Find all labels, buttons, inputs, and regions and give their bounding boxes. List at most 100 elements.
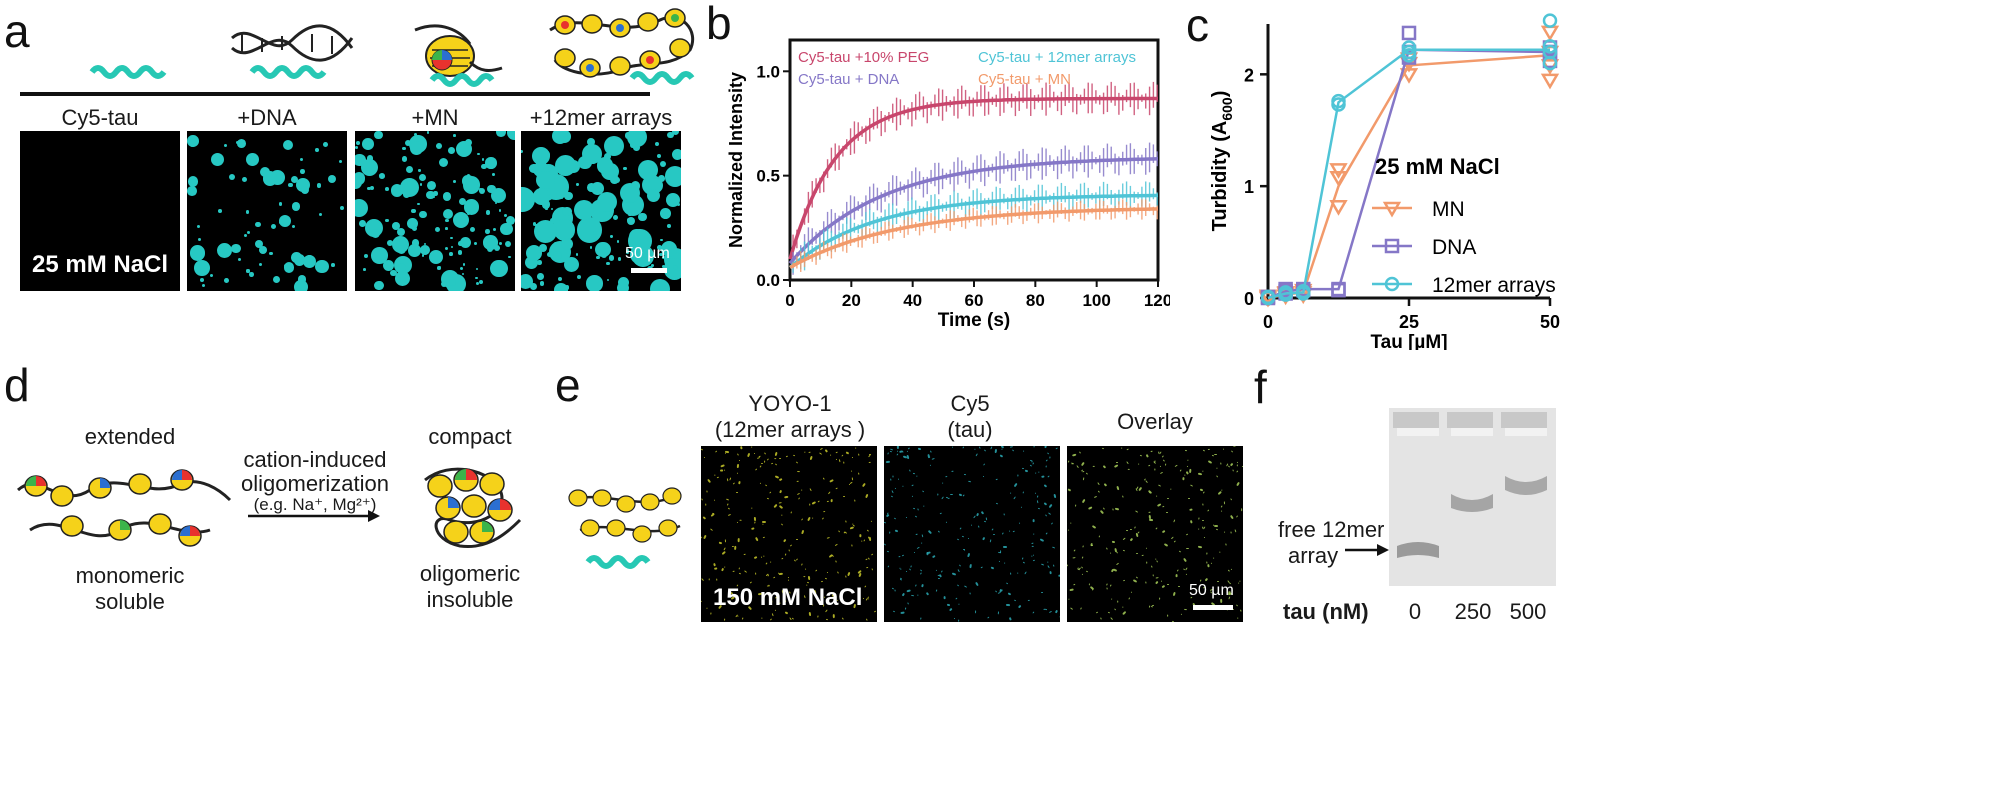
droplet [1232,446,1236,447]
droplet [672,131,680,135]
droplet [1148,512,1151,514]
y-tick-label: 0.0 [756,271,780,290]
droplet [1001,448,1003,450]
droplet [989,539,992,543]
droplet [667,131,674,139]
droplet [847,571,851,576]
compact-array-icon [424,467,522,548]
droplet [1009,446,1013,448]
droplet [443,208,454,220]
droplet [747,452,751,457]
droplet [809,487,812,491]
droplet [1032,518,1035,523]
droplet [1163,459,1166,462]
droplet [498,241,503,246]
droplet [1235,470,1239,473]
droplet [766,562,769,565]
droplet [419,183,423,186]
droplet [315,147,319,152]
droplet [935,569,938,572]
droplet [893,610,896,613]
droplet [963,585,967,588]
droplet [595,283,598,286]
extended-array-icon [16,469,232,547]
droplet [448,252,453,257]
droplet [817,615,819,618]
droplet [494,244,501,252]
droplet [1001,532,1004,535]
droplet [1211,454,1214,456]
droplet [837,571,840,574]
droplet [1082,477,1085,481]
droplet [865,494,869,499]
droplet [1150,450,1153,452]
x-tick-label: 120 [1144,291,1170,310]
droplet [767,497,770,499]
droplet [1229,462,1234,467]
droplet [404,139,411,146]
droplet [244,233,248,237]
legend-entry: Cy5-tau + MN [978,71,1071,88]
droplet [1085,472,1088,474]
droplet [954,597,958,600]
droplet [1110,552,1112,555]
droplet [713,499,715,501]
droplet [710,612,712,615]
x-tick-label: 20 [842,291,861,310]
droplet [845,451,850,455]
droplet [945,496,948,498]
droplet [1155,527,1158,530]
droplet [1202,449,1205,451]
droplet [775,474,780,479]
droplet [1068,488,1072,492]
droplet [762,524,764,526]
droplet [1079,607,1082,610]
droplet [1152,574,1154,577]
droplet [1146,561,1148,563]
droplet [1121,610,1126,616]
droplet [187,186,197,197]
droplet [1240,508,1243,512]
droplet [886,551,889,553]
droplet [858,453,860,456]
droplet [866,529,869,532]
scale-bar-e [1193,605,1233,610]
droplet [737,537,740,542]
droplet [774,503,778,508]
droplet [750,446,753,449]
droplet [920,543,923,545]
droplet [485,157,497,169]
droplet [1135,510,1139,514]
droplet [1031,611,1035,614]
droplet [511,221,515,224]
droplet [826,618,829,621]
droplet [258,246,267,254]
droplet [1142,554,1144,556]
data-point [1278,285,1293,300]
droplet [858,573,863,578]
droplet [300,157,304,161]
droplet [367,187,371,191]
droplet [1174,540,1177,543]
droplet [1169,488,1172,490]
droplet [528,257,531,261]
droplet [738,480,742,485]
arrow-head-icon [368,510,380,522]
droplet [444,246,449,251]
nucleosome-icon [414,24,503,77]
droplet [971,524,972,527]
droplet [355,198,369,217]
compact-label: compact [428,424,512,449]
droplet [725,498,729,501]
droplet [433,191,438,196]
panel-label-c: c [1186,0,1209,51]
droplet [1044,513,1047,517]
droplet [609,174,619,184]
droplet [736,521,739,523]
droplet [761,617,763,619]
droplet [941,570,943,573]
droplet [901,611,906,615]
droplet [224,277,230,283]
droplet [1183,557,1188,563]
droplet [1075,504,1077,507]
